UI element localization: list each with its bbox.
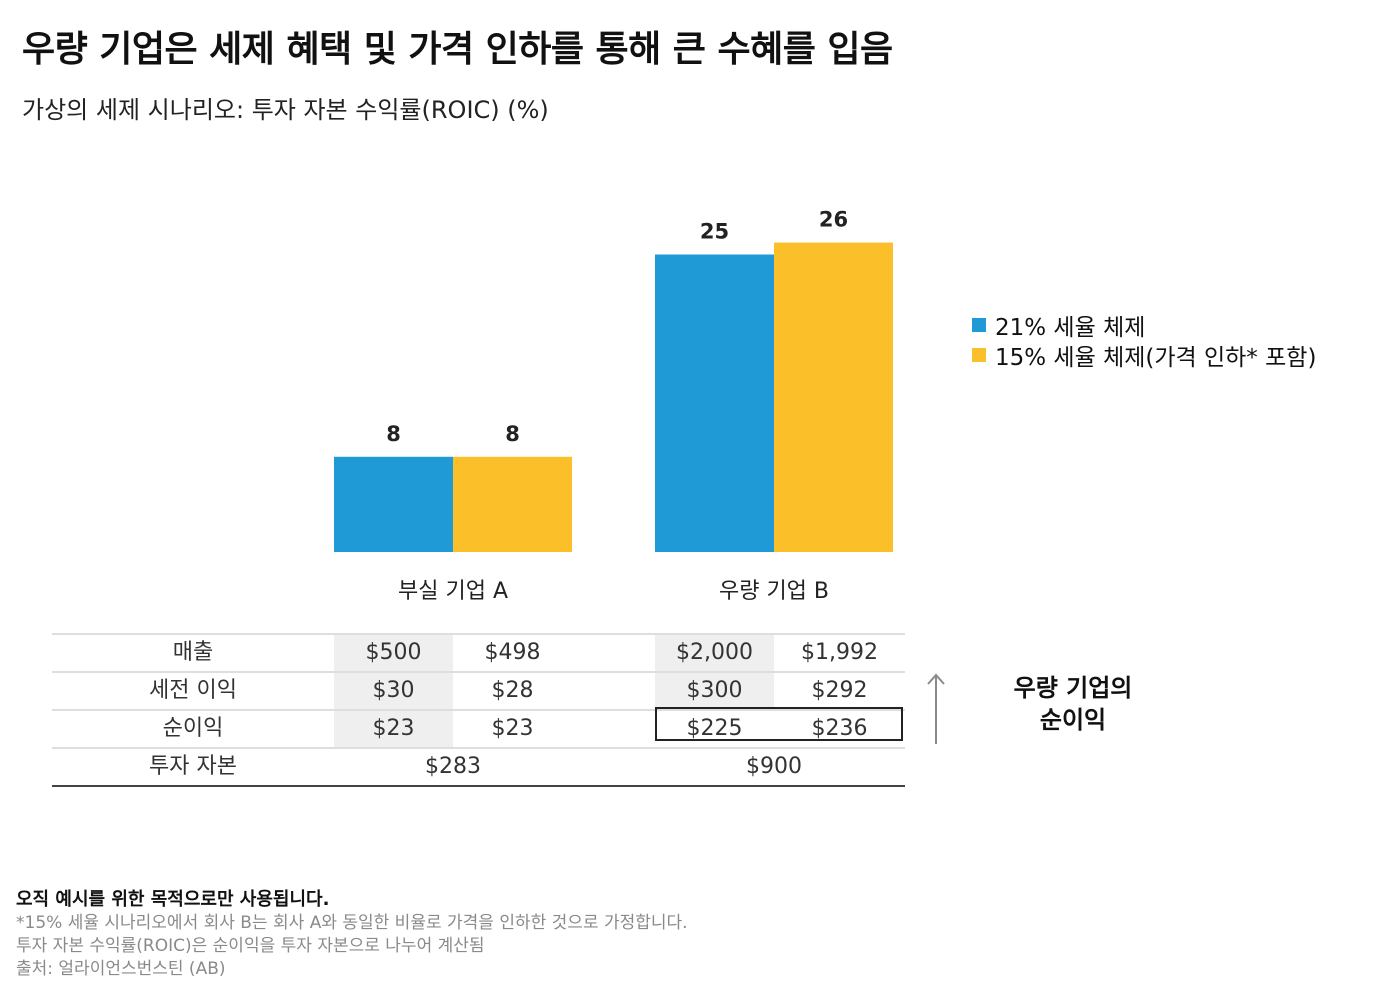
data-label: 8: [386, 422, 401, 446]
callout-line: 우량 기업의: [1013, 674, 1133, 702]
table-cell: $300: [655, 673, 774, 709]
table-cell: $500: [334, 635, 453, 671]
table-row: 순이익 $23 $23 $225 $236: [52, 709, 905, 747]
chart-title: 우량 기업은 세제 혜택 및 가격 인하를 통해 큰 수혜를 입음: [22, 29, 893, 70]
data-label: 8: [505, 422, 520, 446]
table-cell: $28: [491, 678, 534, 703]
financials-table: 매출 $500 $498 $2,000 $1,992 세전 이익 $30 $28…: [52, 633, 905, 787]
data-label: 25: [700, 220, 729, 244]
table-cell: $292: [811, 678, 868, 703]
legend-item: 15% 세율 체제(가격 인하* 포함): [972, 340, 1317, 371]
row-label: 매출: [172, 640, 214, 665]
table-cell: $900: [746, 754, 802, 779]
footnote: 투자 자본 수익률(ROIC)은 순이익을 투자 자본으로 나누어 계산됨: [16, 936, 485, 956]
legend-swatch: [972, 348, 986, 362]
table-cell: $498: [484, 640, 541, 665]
table-cell: $225: [686, 716, 743, 741]
row-label: 세전 이익: [149, 678, 237, 703]
bar: [334, 456, 453, 552]
table-row: 세전 이익 $30 $28 $300 $292: [52, 671, 905, 709]
row-label: 투자 자본: [149, 754, 237, 779]
table-cell: $1,992: [801, 640, 878, 665]
callout-text: 우량 기업의 순이익: [998, 672, 1148, 736]
bar: [655, 254, 774, 552]
legend-label: 21% 세율 체제: [995, 315, 1146, 341]
footnote: *15% 세율 시나리오에서 회사 B는 회사 A와 동일한 비율로 가격을 인…: [16, 913, 688, 933]
table-cell: $2,000: [655, 635, 774, 671]
table-cell: $283: [425, 754, 481, 779]
table-cell: $236: [811, 716, 868, 741]
chart-subtitle: 가상의 세제 시나리오: 투자 자본 수익률(ROIC) (%): [22, 96, 549, 124]
legend: 21% 세율 체제 15% 세율 체제(가격 인하* 포함): [972, 310, 1317, 371]
table-cell: $23: [491, 716, 534, 741]
legend-swatch: [972, 318, 986, 332]
row-label: 순이익: [162, 716, 224, 741]
category-label: 부실 기업 A: [398, 579, 508, 604]
category-label: 우량 기업 B: [719, 579, 829, 604]
footer: 오직 예시를 위한 목적으로만 사용됩니다. *15% 세율 시나리오에서 회사…: [16, 888, 688, 981]
net-income-highlight-box: [655, 707, 903, 741]
bar: [774, 242, 893, 552]
up-arrow-icon: [927, 673, 945, 744]
table-cell: $30: [334, 673, 453, 709]
table-row: 매출 $500 $498 $2,000 $1,992: [52, 633, 905, 671]
bar: [453, 456, 572, 552]
table-cell: $23: [334, 711, 453, 747]
table-row: 투자 자본 $283 $900: [52, 747, 905, 787]
callout-line: 순이익: [1039, 706, 1107, 734]
disclaimer: 오직 예시를 위한 목적으로만 사용됩니다.: [16, 889, 330, 910]
legend-label: 15% 세율 체제(가격 인하* 포함): [995, 345, 1317, 371]
source-note: 출처: 얼라이언스번스틴 (AB): [16, 959, 226, 979]
data-label: 26: [819, 208, 848, 232]
legend-item: 21% 세율 체제: [972, 310, 1316, 341]
